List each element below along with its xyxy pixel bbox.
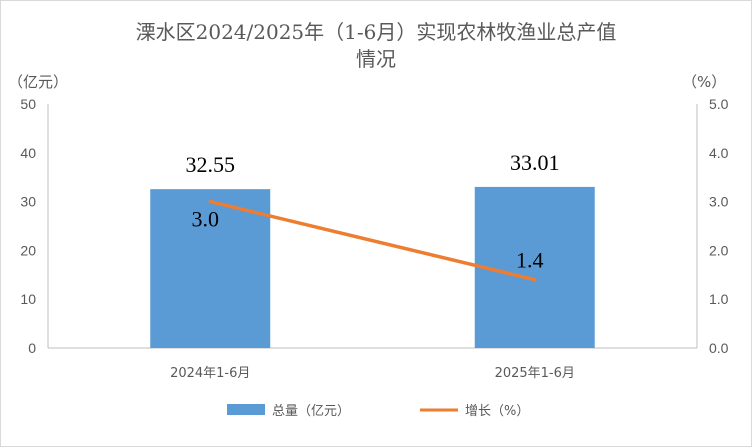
chart-title-line-1: 溧水区2024/2025年（1-6月）实现农林牧渔业总产值	[136, 20, 617, 44]
right-axis-unit: （%）	[682, 73, 726, 91]
category-label: 2025年1-6月	[495, 366, 575, 381]
right-tick-label: 5.0	[709, 96, 729, 112]
right-axis-ticks: 0.0 1.0 2.0 3.0 4.0 5.0	[709, 96, 729, 356]
category-label: 2024年1-6月	[170, 366, 250, 381]
legend-bar-label: 总量（亿元）	[272, 404, 350, 419]
bar-data-labels: 32.55 33.01	[186, 150, 560, 177]
chart-title-line-2: 情况	[356, 47, 396, 71]
growth-point	[208, 200, 212, 204]
left-tick-label: 10	[20, 291, 36, 307]
bar-value-label: 32.55	[186, 152, 236, 177]
legend-line-label: 增长（%）	[465, 404, 529, 419]
growth-point	[533, 278, 537, 282]
left-tick-label: 0	[28, 340, 36, 356]
left-tick-label: 20	[20, 242, 36, 258]
bar-series	[150, 186, 595, 348]
legend-bar-swatch	[227, 404, 265, 415]
right-tick-label: 1.0	[709, 291, 729, 307]
right-tick-label: 3.0	[709, 194, 729, 210]
right-tick-label: 2.0	[709, 242, 729, 258]
legend: 总量（亿元） 增长（%）	[227, 404, 529, 419]
left-tick-label: 40	[20, 145, 36, 161]
line-data-labels: 3.0 1.4	[192, 207, 544, 273]
bar	[150, 189, 271, 348]
bar-value-label: 33.01	[510, 150, 560, 175]
line-value-label: 3.0	[192, 207, 220, 232]
line-value-label: 1.4	[516, 248, 544, 273]
bar	[474, 186, 595, 348]
left-tick-label: 50	[20, 96, 36, 112]
right-tick-label: 0.0	[709, 340, 729, 356]
left-axis-ticks: 0 10 20 30 40 50	[20, 96, 36, 356]
category-labels: 2024年1-6月 2025年1-6月	[170, 366, 575, 381]
left-axis-unit: （亿元）	[8, 73, 68, 91]
line-series	[208, 199, 537, 282]
left-tick-label: 30	[20, 194, 36, 210]
right-tick-label: 4.0	[709, 145, 729, 161]
growth-line	[208, 199, 537, 282]
